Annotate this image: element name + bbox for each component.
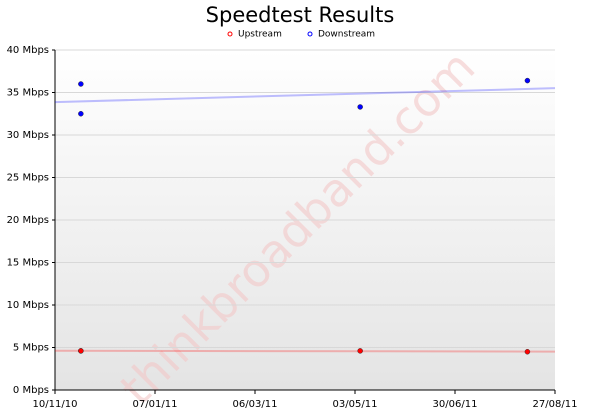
legend-label: Upstream [238, 30, 282, 40]
legend-label: Downstream [318, 30, 375, 40]
y-tick-label: 15 Mbps [7, 258, 49, 269]
point [524, 349, 531, 355]
y-tick-label: 0 Mbps [13, 385, 49, 396]
x-tick-label: 03/05/11 [333, 399, 378, 410]
point [357, 348, 363, 354]
y-tick-label: 10 Mbps [7, 300, 49, 311]
x-tick-label: 07/01/11 [133, 399, 178, 410]
point [524, 77, 531, 84]
point [357, 104, 363, 110]
x-tick-label: 06/03/11 [233, 399, 278, 410]
legend-marker [227, 31, 233, 37]
point [78, 81, 84, 87]
x-tick-label: 27/08/11 [533, 399, 578, 410]
y-tick-label: 25 Mbps [7, 173, 49, 184]
x-tick-label: 10/11/10 [33, 399, 78, 410]
trend-line [54, 349, 556, 353]
point [78, 111, 84, 117]
legend-marker [307, 31, 313, 37]
y-tick-label: 40 Mbps [7, 45, 49, 56]
y-tick-label: 5 Mbps [13, 343, 49, 354]
y-tick-label: 30 Mbps [7, 130, 49, 141]
x-tick-label: 30/06/11 [433, 399, 478, 410]
point [78, 348, 84, 354]
y-tick-label: 35 Mbps [7, 88, 49, 99]
y-tick-label: 20 Mbps [7, 215, 49, 226]
trend-line [54, 87, 556, 104]
chart-title: Speedtest Results [206, 3, 395, 27]
